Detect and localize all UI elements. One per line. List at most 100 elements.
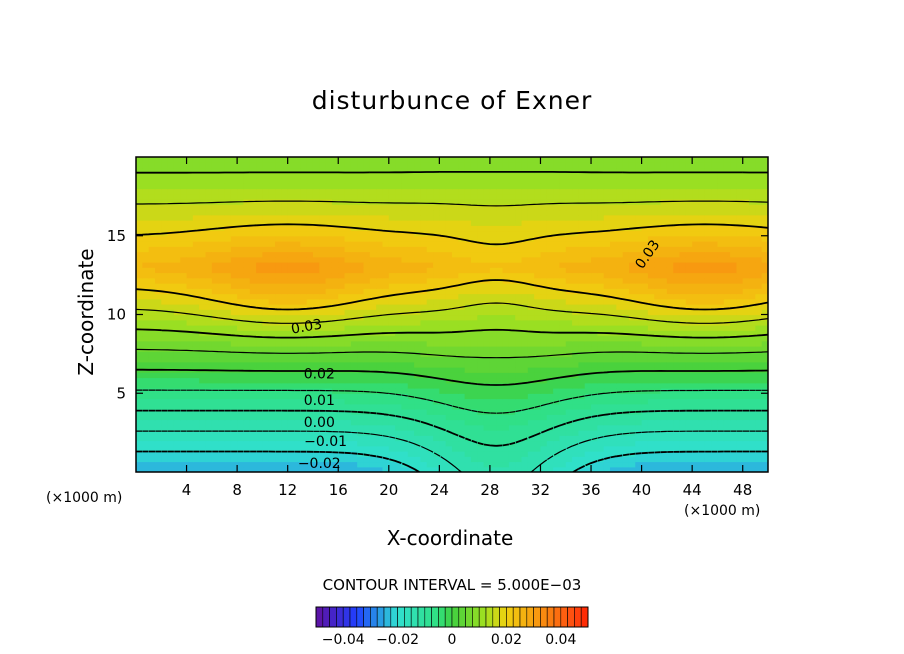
contour-cell bbox=[679, 220, 687, 226]
contour-cell bbox=[641, 230, 649, 237]
contour-cell bbox=[369, 377, 377, 384]
contour-cell bbox=[458, 445, 466, 452]
contour-cell bbox=[376, 309, 384, 316]
contour-cell bbox=[338, 319, 346, 326]
contour-cell bbox=[142, 330, 150, 337]
contour-cell bbox=[331, 230, 339, 237]
contour-cell bbox=[426, 367, 434, 373]
contour-cell bbox=[470, 377, 478, 384]
contour-cell bbox=[369, 262, 377, 268]
contour-cell bbox=[294, 430, 301, 436]
contour-cell bbox=[287, 330, 295, 337]
contour-cell bbox=[230, 346, 238, 352]
contour-cell bbox=[483, 424, 491, 431]
contour-cell bbox=[186, 466, 194, 472]
contour-cell bbox=[755, 319, 763, 326]
contour-cell bbox=[192, 288, 200, 295]
contour-cell bbox=[559, 225, 567, 232]
contour-cell bbox=[736, 367, 744, 373]
contour-cell bbox=[306, 393, 314, 400]
contour-cell bbox=[192, 298, 200, 305]
contour-cell bbox=[230, 225, 238, 232]
contour-cell bbox=[470, 361, 478, 368]
contour-cell bbox=[736, 351, 744, 358]
contour-cell bbox=[553, 325, 561, 331]
contour-cell bbox=[578, 430, 586, 436]
contour-cell bbox=[376, 393, 384, 400]
contour-cell bbox=[338, 461, 346, 468]
contour-cell bbox=[344, 288, 352, 295]
contour-cell bbox=[256, 262, 263, 268]
contour-cell bbox=[420, 430, 428, 436]
contour-cell bbox=[363, 361, 371, 368]
contour-cell bbox=[237, 272, 245, 279]
contour-cell bbox=[673, 288, 681, 295]
contour-cell bbox=[641, 440, 649, 447]
contour-cell bbox=[382, 225, 390, 232]
contour-cell bbox=[641, 466, 649, 472]
contour-cell bbox=[256, 283, 263, 289]
contour-cell bbox=[350, 440, 358, 447]
contour-cell bbox=[243, 393, 251, 400]
contour-cell bbox=[401, 209, 409, 216]
contour-cell bbox=[477, 398, 485, 405]
contour-cell bbox=[382, 351, 390, 358]
contour-cell bbox=[546, 220, 554, 226]
contour-cell bbox=[660, 241, 668, 247]
contour-cell bbox=[730, 382, 737, 389]
contour-cell bbox=[470, 461, 478, 468]
contour-cell bbox=[401, 325, 409, 331]
contour-cell bbox=[256, 309, 263, 316]
contour-cell bbox=[736, 414, 744, 421]
contour-cell bbox=[527, 346, 535, 352]
contour-cell bbox=[508, 419, 516, 426]
contour-cell bbox=[458, 230, 466, 237]
contour-cell bbox=[211, 335, 219, 342]
contour-cell bbox=[142, 298, 150, 305]
contour-cell bbox=[717, 372, 725, 379]
contour-cell bbox=[161, 451, 169, 457]
contour-cell bbox=[407, 424, 415, 431]
contour-cell bbox=[312, 351, 320, 358]
contour-cell bbox=[584, 435, 592, 442]
contour-cell bbox=[338, 430, 346, 436]
contour-cell bbox=[414, 235, 421, 242]
contour-cell bbox=[369, 277, 377, 284]
contour-cell bbox=[470, 314, 478, 321]
contour-cell bbox=[376, 319, 384, 326]
contour-cell bbox=[546, 403, 554, 410]
contour-cell bbox=[572, 319, 579, 326]
contour-cell bbox=[553, 361, 561, 368]
contour-cell bbox=[458, 272, 466, 279]
contour-cell bbox=[704, 340, 712, 347]
contour-cell bbox=[136, 361, 143, 368]
contour-cell bbox=[338, 283, 346, 289]
contour-cell bbox=[148, 424, 156, 431]
contour-cell bbox=[388, 461, 396, 468]
contour-cell bbox=[755, 361, 763, 368]
contour-cell bbox=[489, 230, 497, 237]
contour-cell bbox=[325, 277, 333, 284]
contour-cell bbox=[167, 403, 175, 410]
contour-cell bbox=[470, 330, 478, 337]
contour-cell bbox=[414, 256, 421, 263]
contour-cell bbox=[496, 403, 504, 410]
contour-cell bbox=[420, 262, 428, 268]
contour-cell bbox=[749, 409, 756, 415]
contour-cell bbox=[249, 346, 257, 352]
contour-cell bbox=[647, 314, 655, 321]
contour-cell bbox=[572, 251, 579, 258]
contour-cell bbox=[534, 435, 542, 442]
contour-cell bbox=[382, 214, 390, 221]
contour-cell bbox=[294, 209, 301, 216]
contour-cell bbox=[534, 214, 542, 221]
contour-cell bbox=[256, 351, 263, 358]
contour-cell bbox=[698, 430, 706, 436]
contour-cell bbox=[628, 262, 636, 268]
contour-cell bbox=[565, 440, 573, 447]
contour-cell bbox=[306, 340, 314, 347]
contour-cell bbox=[628, 214, 636, 221]
contour-cell bbox=[540, 393, 548, 400]
contour-cell bbox=[173, 335, 181, 342]
contour-cell bbox=[755, 377, 763, 384]
